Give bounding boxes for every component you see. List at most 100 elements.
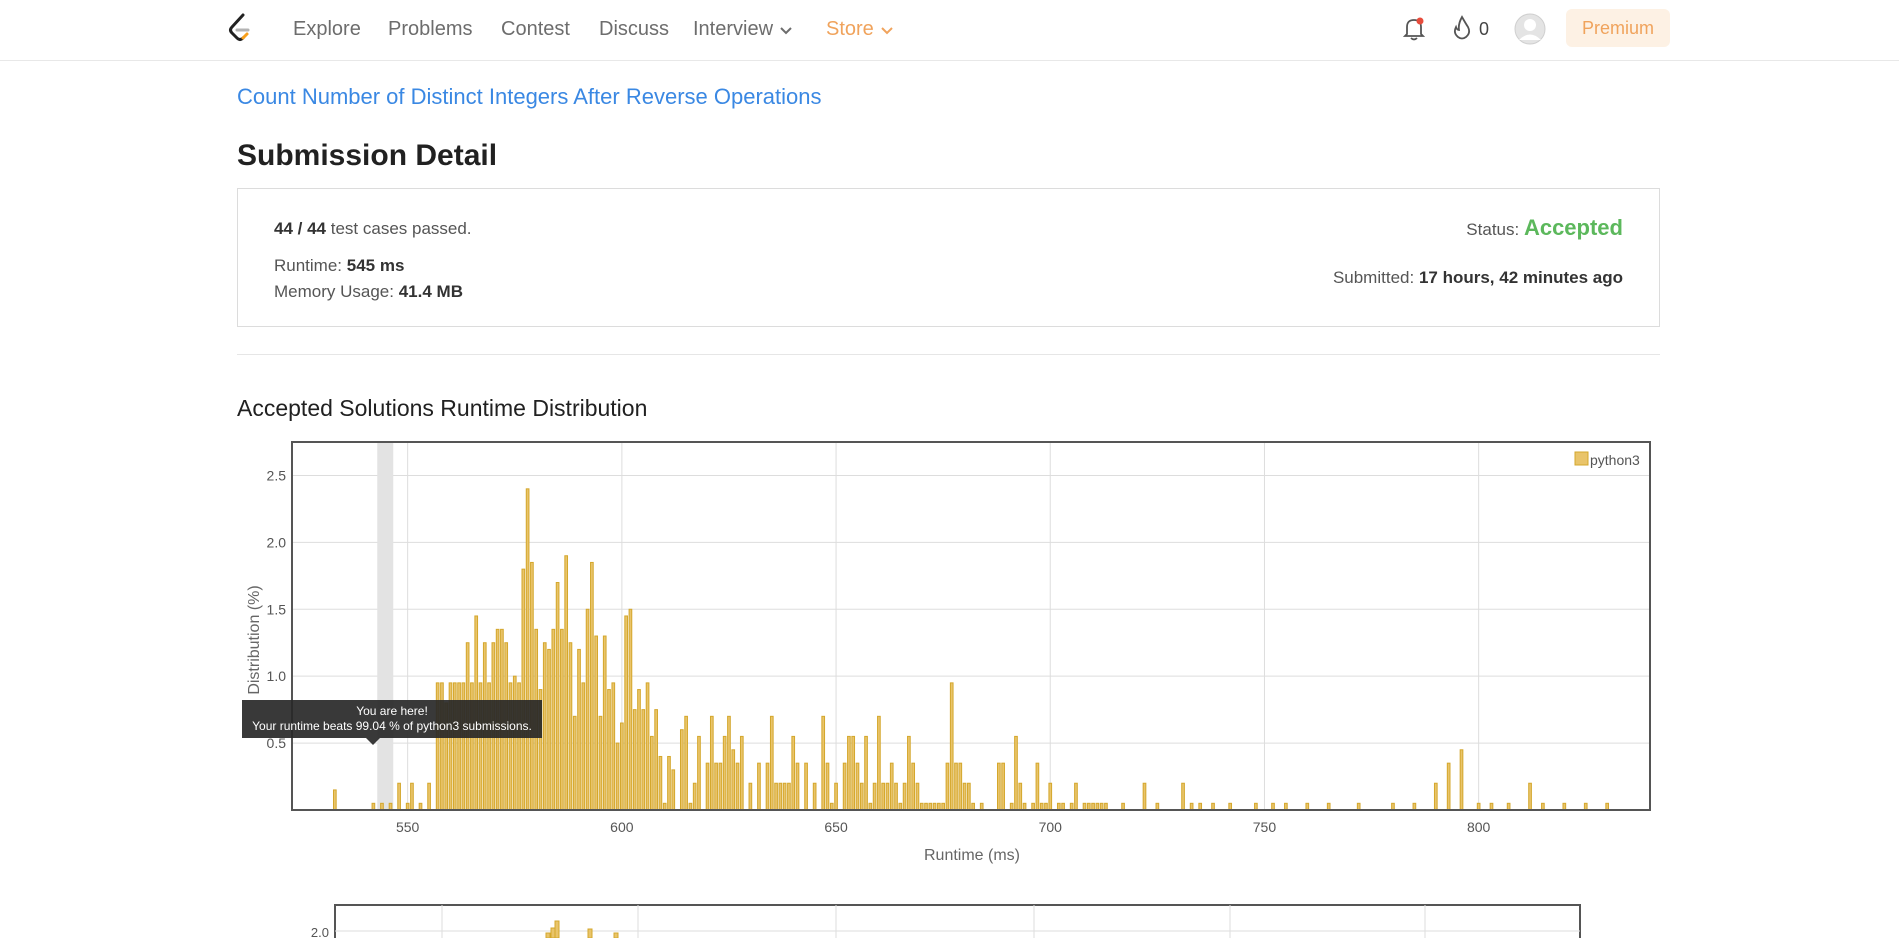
- distribution-bar[interactable]: [1082, 802, 1087, 811]
- distribution-bar[interactable]: [1014, 735, 1018, 811]
- distribution-bar[interactable]: [709, 715, 714, 811]
- distribution-bar[interactable]: [1254, 802, 1258, 811]
- distribution-bar[interactable]: [722, 735, 727, 811]
- distribution-bar[interactable]: [397, 782, 401, 811]
- distribution-bar[interactable]: [791, 735, 796, 811]
- distribution-bar[interactable]: [937, 802, 941, 811]
- distribution-bar[interactable]: [688, 802, 693, 811]
- distribution-bar[interactable]: [1069, 802, 1074, 811]
- distribution-bar[interactable]: [731, 749, 736, 811]
- distribution-bar[interactable]: [1104, 802, 1108, 811]
- avatar[interactable]: [1514, 13, 1546, 50]
- notification-bell-icon[interactable]: [1402, 15, 1426, 46]
- nav-discuss[interactable]: Discuss: [599, 18, 670, 40]
- distribution-bar[interactable]: [405, 802, 410, 811]
- distribution-bar[interactable]: [902, 782, 907, 811]
- distribution-bar[interactable]: [620, 722, 624, 811]
- distribution-bar[interactable]: [1562, 802, 1567, 811]
- distribution-bar[interactable]: [1121, 802, 1125, 811]
- distribution-bar[interactable]: [671, 769, 676, 811]
- distribution-bar[interactable]: [979, 802, 984, 811]
- distribution-bar[interactable]: [1528, 782, 1532, 811]
- nav-contest[interactable]: Contest: [501, 18, 570, 40]
- distribution-bar[interactable]: [427, 782, 431, 811]
- distribution-bar[interactable]: [602, 635, 607, 811]
- distribution-bar[interactable]: [864, 735, 868, 811]
- nav-explore[interactable]: Explore: [293, 18, 361, 40]
- distribution-bar[interactable]: [727, 715, 731, 811]
- distribution-bar[interactable]: [1326, 802, 1331, 811]
- premium-button[interactable]: Premium: [1566, 9, 1670, 47]
- distribution-bar[interactable]: [615, 742, 620, 811]
- distribution-bar[interactable]: [667, 755, 671, 811]
- distribution-bar[interactable]: [628, 608, 633, 811]
- distribution-bar[interactable]: [872, 782, 877, 811]
- distribution-bar[interactable]: [613, 932, 619, 938]
- distribution-bar[interactable]: [1056, 802, 1061, 811]
- distribution-bar[interactable]: [855, 762, 860, 811]
- distribution-bar[interactable]: [804, 762, 808, 811]
- distribution-bar[interactable]: [945, 762, 950, 811]
- distribution-bar[interactable]: [877, 715, 881, 811]
- distribution-bar[interactable]: [1018, 782, 1023, 811]
- distribution-bar[interactable]: [1009, 802, 1014, 811]
- distribution-bar[interactable]: [572, 715, 577, 811]
- distribution-bar[interactable]: [812, 782, 817, 811]
- distribution-bar[interactable]: [525, 488, 530, 811]
- distribution-bar[interactable]: [1039, 802, 1044, 811]
- distribution-bar[interactable]: [1284, 802, 1288, 811]
- distribution-bar[interactable]: [1001, 762, 1005, 811]
- distribution-bar[interactable]: [1356, 802, 1361, 811]
- distribution-bar[interactable]: [1198, 802, 1203, 811]
- distribution-bar[interactable]: [555, 582, 560, 811]
- distribution-bar[interactable]: [1099, 802, 1104, 811]
- distribution-bar[interactable]: [847, 735, 851, 811]
- distribution-bar[interactable]: [697, 735, 701, 811]
- distribution-bar[interactable]: [907, 735, 911, 811]
- nav-problems[interactable]: Problems: [388, 18, 473, 40]
- distribution-bar[interactable]: [829, 802, 834, 811]
- distribution-bar[interactable]: [645, 682, 650, 811]
- distribution-bar[interactable]: [774, 782, 778, 811]
- distribution-bar[interactable]: [941, 802, 945, 811]
- distribution-bar[interactable]: [371, 802, 376, 811]
- distribution-bar[interactable]: [971, 802, 975, 811]
- distribution-bar[interactable]: [662, 802, 667, 811]
- distribution-bar[interactable]: [1459, 749, 1464, 811]
- distribution-bar[interactable]: [564, 555, 569, 811]
- distribution-bar[interactable]: [1044, 802, 1048, 811]
- distribution-bar[interactable]: [1031, 802, 1035, 811]
- distribution-bar[interactable]: [551, 628, 556, 811]
- distribution-bar[interactable]: [590, 561, 594, 811]
- distribution-bar[interactable]: [842, 762, 847, 811]
- distribution-bar[interactable]: [587, 928, 593, 938]
- distribution-bar[interactable]: [598, 715, 603, 811]
- distribution-bar[interactable]: [332, 789, 337, 811]
- distribution-bar[interactable]: [782, 782, 787, 811]
- distribution-bar[interactable]: [388, 802, 393, 811]
- distribution-bar[interactable]: [530, 561, 534, 811]
- distribution-bar[interactable]: [958, 762, 963, 811]
- distribution-bar[interactable]: [954, 762, 958, 811]
- distribution-bar[interactable]: [765, 762, 770, 811]
- distribution-bar[interactable]: [1605, 802, 1610, 811]
- distribution-bar[interactable]: [679, 729, 684, 811]
- streak-flame-icon[interactable]: [1452, 15, 1472, 46]
- distribution-bar[interactable]: [1412, 802, 1417, 811]
- distribution-bar[interactable]: [1048, 782, 1053, 811]
- distribution-bar[interactable]: [1155, 802, 1160, 811]
- distribution-bar[interactable]: [705, 762, 710, 811]
- distribution-bar[interactable]: [1506, 802, 1511, 811]
- distribution-bar[interactable]: [1086, 802, 1091, 811]
- distribution-bar[interactable]: [851, 735, 856, 811]
- distribution-bar[interactable]: [967, 782, 971, 811]
- distribution-bar[interactable]: [1446, 762, 1451, 811]
- distribution-bar[interactable]: [650, 735, 654, 811]
- distribution-bar[interactable]: [577, 648, 581, 811]
- distribution-bar[interactable]: [889, 762, 894, 811]
- distribution-bar[interactable]: [554, 920, 560, 938]
- distribution-bar[interactable]: [997, 762, 1001, 811]
- distribution-bar[interactable]: [859, 782, 864, 811]
- distribution-bar[interactable]: [611, 682, 616, 811]
- distribution-bar[interactable]: [1541, 802, 1545, 811]
